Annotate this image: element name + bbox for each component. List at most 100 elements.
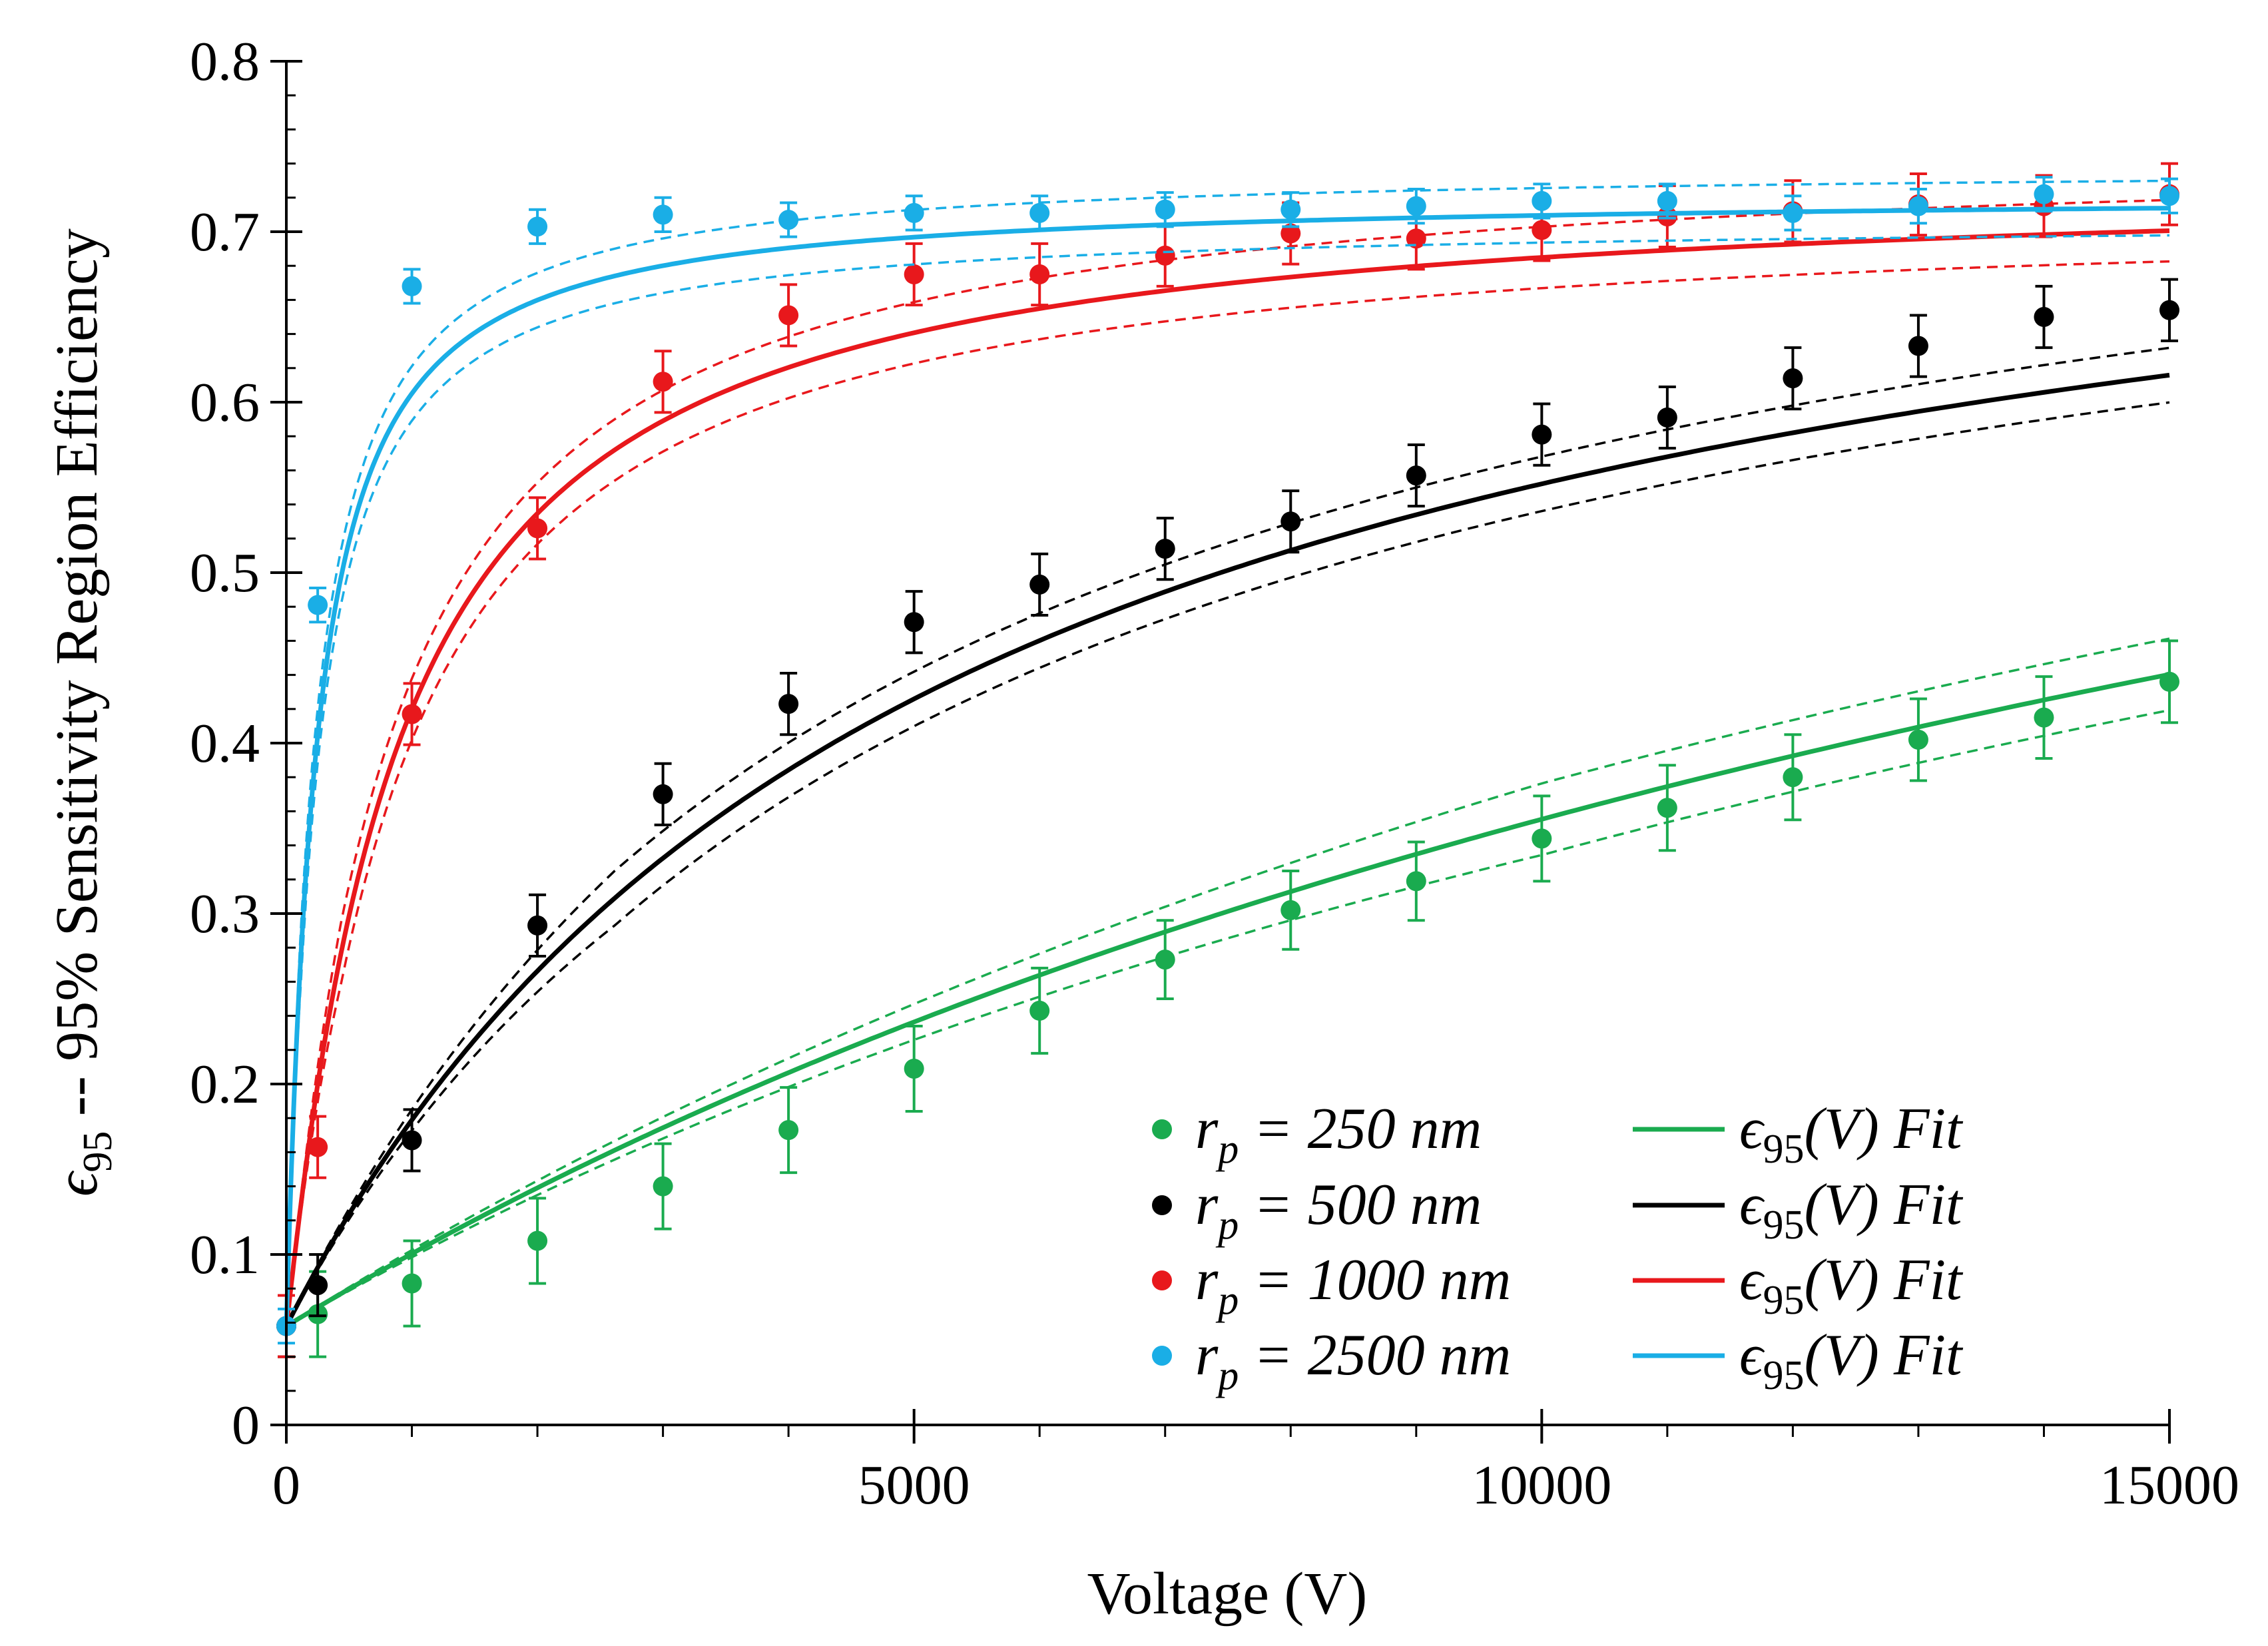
legend-label-text: = 250 nm [1239,1097,1482,1161]
legend-label-symbol: r [1195,1173,1219,1237]
data-point [778,210,799,230]
fit-lower-band-2 [285,260,2170,1326]
y-tick-label: 0 [232,1394,260,1456]
legend-fit-text: (V) Fit [1804,1097,1964,1161]
data-point [308,595,328,615]
data-point [402,704,422,724]
x-tick-label: 15000 [2100,1454,2239,1516]
data-point [653,1176,673,1197]
legend-fit-text: (V) Fit [1804,1173,1964,1237]
fit-upper-band-1 [285,346,2170,1327]
data-point [1908,196,1928,216]
series-1 [276,278,2179,1358]
data-point [527,915,548,936]
x-tick-label: 5000 [858,1454,970,1516]
x-axis-title: Voltage (V) [1087,1561,1368,1627]
data-point [527,216,548,237]
data-point [402,1273,422,1294]
data-point [1280,511,1301,532]
legend-marker-2 [1152,1270,1172,1290]
data-point [1155,950,1175,970]
data-point [1280,223,1301,244]
data-point [653,204,673,225]
data-point [904,264,924,284]
data-point [1029,202,1050,223]
fit-line-2 [284,228,2170,1327]
data-point [1532,424,1552,445]
fit-upper-band-3 [285,179,2170,1326]
data-point [1280,900,1301,920]
data-point [1029,1000,1050,1021]
legend-label-1: rp = 500 nm [1195,1173,1482,1248]
legend-label-subscript: p [1215,1353,1239,1398]
legend-label-text: = 500 nm [1239,1173,1482,1237]
data-point [778,694,799,714]
x-tick-label: 0 [272,1454,300,1516]
data-point [1532,828,1552,849]
legend-label-symbol: r [1195,1323,1219,1388]
data-point [1029,264,1050,284]
legend-label-subscript: p [1215,1203,1239,1248]
data-point [904,612,924,633]
data-point [1155,539,1175,559]
legend-marker-0 [1152,1119,1172,1139]
data-point [1783,368,1803,389]
axis-ticks: 0 0.1 0.2 0.3 0.4 0.5 0.6 0.7 0.8 0 5000 10000 15000 [190,31,2239,1516]
data-point [1155,199,1175,220]
fit-lower-band-3 [285,234,2170,1326]
data-point [778,1120,799,1141]
legend-fit-label-3: ϵ95(V) Fit [1739,1323,1964,1398]
y-axis-title-subscript: 95 [75,1131,121,1173]
data-point [1029,574,1050,595]
data-point [402,1130,422,1151]
plot-area [276,162,2179,1358]
fit-line-0 [284,672,2170,1328]
data-point [1657,190,1677,211]
y-tick-label: 0.6 [190,372,260,433]
data-point [2034,184,2054,204]
data-point [904,202,924,223]
legend-label-symbol: r [1195,1248,1219,1312]
legend-fit-symbol: ϵ [1739,1248,1765,1312]
legend-fit-subscript: 95 [1763,1203,1804,1248]
data-point [527,518,548,539]
data-point [1155,245,1175,266]
legend-fit-subscript: 95 [1763,1353,1804,1398]
y-tick-label: 0.2 [190,1053,260,1115]
legend-fit-subscript: 95 [1763,1278,1804,1323]
data-point [653,784,673,804]
legend-label-3: rp = 2500 nm [1195,1323,1511,1398]
fit-upper-band-0 [285,637,2170,1328]
data-point [2159,186,2179,206]
legend-fit-label-2: ϵ95(V) Fit [1739,1248,1964,1323]
data-point [2159,671,2179,692]
legend-label-subscript: p [1215,1278,1239,1323]
data-point [1406,228,1426,249]
data-point [1908,336,1928,356]
data-point [1406,465,1426,486]
data-point [1280,199,1301,220]
data-point [1406,871,1426,892]
x-tick-label: 10000 [1472,1454,1611,1516]
data-point [653,372,673,392]
data-point [527,1231,548,1251]
legend-label-0: rp = 250 nm [1195,1097,1482,1172]
legend-label-text: = 1000 nm [1239,1248,1511,1312]
data-point [2034,707,2054,728]
y-tick-label: 0.5 [190,542,260,604]
legend-fit-symbol: ϵ [1739,1097,1765,1161]
data-point [1657,408,1677,428]
legend-marker-1 [1152,1195,1172,1215]
y-axis-title-symbol: ϵ [44,1170,110,1197]
data-point [778,305,799,326]
data-point [1532,190,1552,211]
data-point [2159,300,2179,320]
data-point [1783,202,1803,223]
data-point [1532,220,1552,240]
y-tick-label: 0.4 [190,712,260,774]
series-0 [276,637,2179,1358]
fit-lower-band-1 [285,401,2170,1327]
y-tick-label: 0.3 [190,883,260,945]
